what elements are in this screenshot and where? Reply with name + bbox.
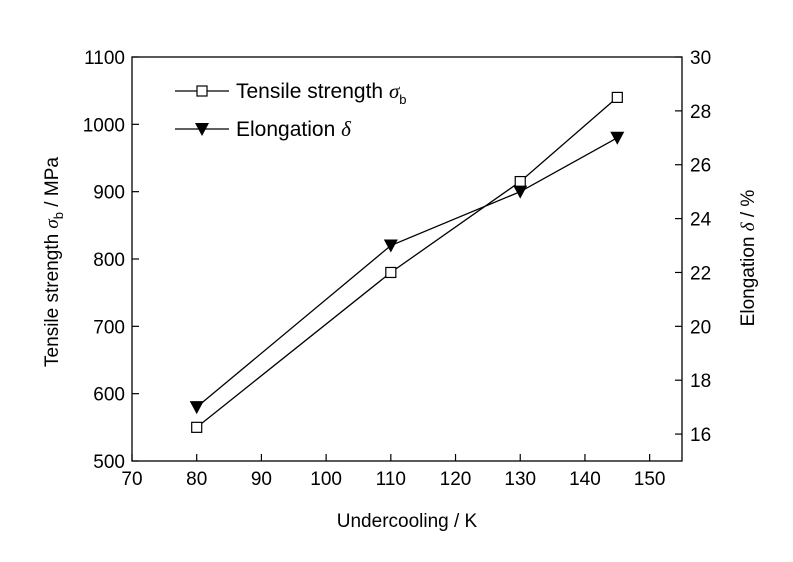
data-point-elongation xyxy=(610,131,625,145)
data-point-tensile-strength xyxy=(385,266,397,279)
x-axis-ticks: 70 80 90 100 110 120 130 140 150 xyxy=(121,454,665,490)
left-y-axis-title-symbol: σ xyxy=(42,219,63,229)
x-tick-label: 130 xyxy=(504,469,536,490)
left-y-tick-label: 700 xyxy=(93,317,125,338)
legend-marker-filled-down-triangle xyxy=(195,123,209,136)
legend: Tensile strength σb Elongation δ xyxy=(175,79,407,141)
legend-label-tensile-strength-subscript: b xyxy=(399,92,406,107)
legend-entry-tensile-strength: Tensile strength σb xyxy=(175,79,407,107)
x-tick-label: 100 xyxy=(310,469,342,490)
legend-label-tensile-strength: Tensile strength σb xyxy=(236,79,407,107)
data-point-tensile-strength xyxy=(191,421,203,433)
x-tick-label: 90 xyxy=(251,469,272,490)
x-tick-label: 80 xyxy=(186,469,207,490)
right-y-tick-label: 24 xyxy=(690,210,712,231)
left-y-axis-ticks: 500 600 700 800 900 1000 1100 xyxy=(83,48,139,473)
legend-label-tensile-strength-prefix: Tensile strength xyxy=(236,80,383,103)
left-y-axis-title: Tensile strength σb / MPa xyxy=(42,157,66,367)
left-y-axis-title-suffix: / MPa xyxy=(42,157,63,207)
left-y-axis-title-subscript: b xyxy=(51,212,66,219)
right-y-tick-label: 20 xyxy=(690,317,711,338)
series-line-tensile-strength xyxy=(196,96,618,428)
legend-label-elongation-symbol: δ xyxy=(341,117,352,141)
left-y-tick-label: 600 xyxy=(93,385,125,406)
legend-label-elongation: Elongation δ xyxy=(236,117,352,141)
series-line-elongation xyxy=(196,137,618,408)
legend-label-elongation-prefix: Elongation xyxy=(236,118,335,141)
series-layer xyxy=(189,91,625,433)
x-tick-label: 110 xyxy=(376,469,406,490)
data-point-elongation xyxy=(383,239,398,253)
right-y-tick-label: 16 xyxy=(690,425,711,446)
right-y-axis-title-prefix: Elongation xyxy=(738,237,759,327)
left-y-tick-label: 1100 xyxy=(84,48,125,69)
x-tick-label: 150 xyxy=(634,469,666,490)
right-y-axis-title-symbol: δ xyxy=(738,221,759,231)
left-y-tick-label: 900 xyxy=(93,183,125,204)
left-y-axis-title-prefix: Tensile strength xyxy=(42,234,63,367)
legend-marker-open-square xyxy=(196,85,208,97)
x-tick-label: 140 xyxy=(569,469,601,490)
legend-label-tensile-strength-symbol: σ xyxy=(389,79,401,103)
left-y-tick-label: 800 xyxy=(93,250,125,271)
data-point-elongation xyxy=(513,185,528,199)
legend-entry-elongation: Elongation δ xyxy=(175,117,352,141)
right-y-tick-label: 18 xyxy=(690,371,711,392)
right-y-axis-title-suffix: / % xyxy=(738,190,759,218)
data-point-tensile-strength xyxy=(611,91,623,104)
right-y-axis-ticks: 16 18 20 22 24 26 28 30 xyxy=(675,48,712,446)
data-point-elongation xyxy=(189,401,204,415)
left-y-tick-label: 500 xyxy=(93,452,125,473)
right-y-tick-label: 22 xyxy=(690,263,711,284)
left-y-tick-label: 1000 xyxy=(83,115,125,136)
plot-frame xyxy=(131,56,683,462)
right-y-axis-title: Elongation δ / % xyxy=(738,190,759,327)
x-tick-label: 120 xyxy=(440,469,472,490)
right-y-tick-label: 28 xyxy=(690,102,711,123)
right-y-tick-label: 26 xyxy=(690,156,711,177)
right-y-tick-label: 30 xyxy=(690,48,711,69)
x-axis-title: Undercooling / K xyxy=(337,511,478,532)
x-tick-label: 70 xyxy=(121,469,142,490)
data-point-tensile-strength xyxy=(514,175,526,188)
